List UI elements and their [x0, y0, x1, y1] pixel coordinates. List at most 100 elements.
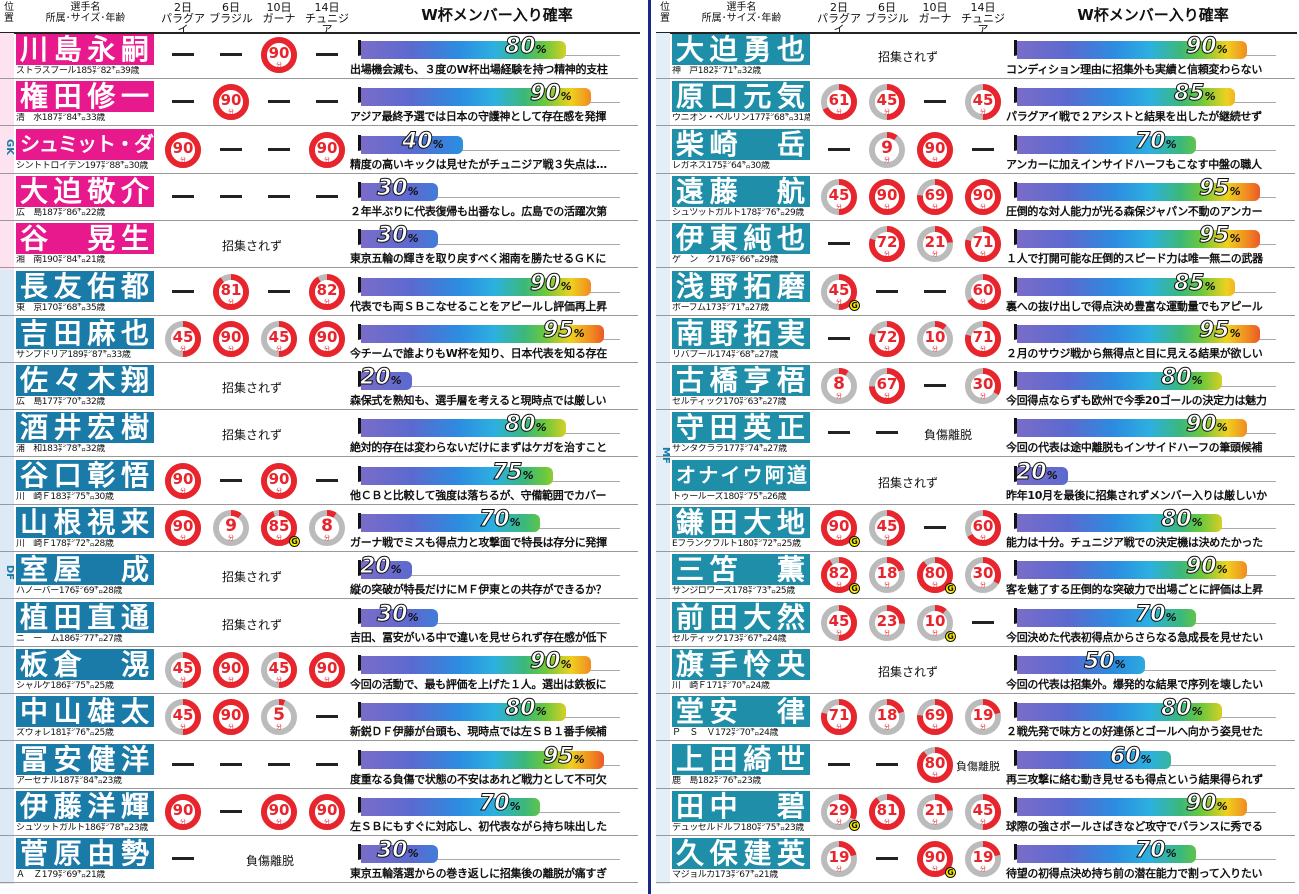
- probability-bar: 90%: [1014, 34, 1276, 59]
- minutes-ring-fill: [869, 793, 905, 830]
- probability-value: 70: [479, 507, 511, 532]
- player-name: 久保建英: [672, 838, 810, 870]
- minutes-played: 90 分: [164, 462, 202, 500]
- minutes-played: 61 分: [820, 83, 858, 121]
- player-comment: 今チームで誰よりもW杯を知り、日本代表を知る存在: [350, 346, 607, 360]
- minutes-value: 90: [221, 659, 242, 677]
- probability-percent: 80%: [505, 696, 547, 724]
- minutes-ring-center: [315, 516, 339, 540]
- minutes-ring: 67分: [869, 368, 905, 405]
- minutes-ring-fill: [309, 793, 345, 830]
- minutes-ring-fill: [821, 604, 857, 641]
- minutes-ring-center: [267, 657, 291, 682]
- minutes-ring-fill: [213, 510, 249, 546]
- minutes-value: 71: [973, 233, 994, 251]
- probability-percent: 95%: [543, 318, 585, 346]
- probability-bar-fill: [361, 655, 591, 674]
- player-comment: 球際の強さボールさばきなど攻守でバランスに秀でる: [1006, 819, 1263, 833]
- minutes-played: 90 分: [164, 131, 202, 169]
- minutes-value: 29: [829, 801, 850, 819]
- no-play-dash: [220, 762, 242, 766]
- minutes-value: 45: [269, 659, 290, 677]
- minutes-value: 80: [925, 754, 946, 772]
- player-row: 植田直通ニ ー ム186㌢77㌔27歳 招集されず 30% 吉田、冨安がいる中で違いを…: [0, 601, 642, 647]
- minutes-played: 60 分: [964, 273, 1002, 311]
- minutes-ring-center: [875, 326, 899, 351]
- minutes-played: 71 分: [964, 320, 1002, 358]
- minutes-ring-center: [267, 705, 291, 730]
- probability-header: W杯メンバー入り確率: [1077, 6, 1229, 24]
- player-club-size-age: ズウォレ181㌢76㌔25歳: [16, 728, 114, 739]
- probability-percent: 70%: [1135, 602, 1177, 630]
- minutes-ring-fill: [261, 793, 297, 830]
- minutes-ring: 90分: [165, 462, 201, 499]
- minutes-ring-center: [827, 610, 851, 635]
- player-club-size-age: シュツットガルト186㌢78㌔23歳: [16, 822, 148, 833]
- player-comment: ガーナ戦でミスも得点力と攻撃面で特長は存分に発揮: [350, 536, 607, 549]
- row-separator: [656, 740, 1295, 742]
- player-row: 上田綺世鹿 島182㌢76㌔23歳 80 分負傷離脱 60% 再三攻撃に絡む動き見せるも…: [656, 743, 1299, 789]
- minutes-unit: 分: [932, 723, 938, 731]
- minutes-ring: 90分: [213, 699, 249, 736]
- minutes-ring-fill: [165, 320, 201, 357]
- minutes-ring-center: [827, 847, 851, 872]
- minutes-ring-center: [267, 468, 291, 493]
- minutes-ring: 45分: [261, 320, 297, 357]
- minutes-unit: 分: [980, 581, 986, 589]
- minutes-ring-fill: [821, 841, 857, 878]
- position-label-df: DF: [4, 564, 15, 581]
- probability-value: 80: [1161, 696, 1193, 722]
- minutes-ring-center: [971, 232, 995, 257]
- player-comment: 東京五輪落選からの巻き返しに招集後の離脱が痛すぎ: [350, 867, 607, 881]
- no-play-dash: [268, 289, 290, 293]
- minutes-ring-fill: [165, 699, 201, 736]
- no-play-dash: [268, 100, 290, 104]
- player-club-size-age: 川 崎Ｆ171㌢70㌔24歳: [672, 680, 770, 691]
- minutes-unit: 分: [836, 865, 842, 873]
- probability-value: 80: [1161, 365, 1193, 391]
- probability-bar-track: [358, 607, 620, 624]
- player-name: 谷 晃生: [16, 223, 154, 255]
- probability-value: 90: [530, 648, 562, 674]
- player-club-size-age: 川 崎Ｆ178㌢72㌔28歳: [16, 539, 114, 549]
- minutes-played: 81 分: [212, 273, 250, 311]
- minutes-played: 72 分: [868, 320, 906, 358]
- minutes-played: 90 分: [212, 651, 250, 689]
- probability-bar: 95%: [1014, 176, 1276, 201]
- minutes-played: 18 分: [868, 556, 906, 594]
- row-separator: [656, 551, 1295, 552]
- minutes-ring: 90分: [261, 37, 297, 73]
- player-name: 鎌田大地: [672, 507, 810, 538]
- player-club-size-age: セルティック170㌢63㌔27歳: [672, 397, 787, 408]
- minutes-ring-fill: [869, 178, 905, 215]
- probability-bar: 20%: [358, 365, 620, 391]
- row-separator: [0, 834, 638, 836]
- goal-badge: G: [945, 867, 956, 879]
- minutes-ring: 85分: [261, 510, 297, 546]
- player-row: 前田大然 セルティック173㌢67㌔24歳 45 分 23 分 10 分 G 70% 今回決めた代表…: [656, 601, 1299, 647]
- minutes-unit: 分: [276, 487, 282, 495]
- player-name: 三笘 薫: [672, 554, 810, 586]
- probability-bar-fill: [361, 608, 438, 627]
- percent-unit: %: [1191, 705, 1203, 719]
- player-row: 旗手怜央川 崎Ｆ171㌢70㌔24歳 招集されず 50% 今回の代表は招集外。爆発的な…: [656, 648, 1299, 694]
- probability-bar-fill: [1017, 324, 1260, 343]
- minutes-ring-center: [875, 705, 899, 730]
- minutes-ring: 90分: [261, 793, 297, 830]
- minutes-value: 81: [221, 281, 242, 299]
- player-row: 谷口彰悟川 崎Ｆ183㌢75㌔30歳 90 分 90 分 75% 他ＣＢと比較して強度は落ち…: [0, 459, 642, 505]
- row-separator: [656, 314, 1295, 316]
- probability-bar: 30%: [358, 176, 620, 201]
- minutes-played: 80 分: [916, 746, 954, 784]
- minutes-ring: 10分: [917, 320, 953, 357]
- minutes-ring: 90分: [213, 651, 249, 688]
- player-club-size-age: 東 京170㌢68㌔35歳: [16, 302, 105, 313]
- probability-bar: 70%: [1014, 838, 1276, 864]
- minutes-ring-center: [827, 184, 851, 209]
- row-separator: [656, 598, 1295, 600]
- probability-bar: 70%: [1014, 129, 1276, 154]
- probability-bar-fill: [361, 41, 566, 59]
- no-play-dash: [220, 53, 242, 56]
- no-play-dash: [316, 53, 338, 56]
- player-name: 堂安 律: [672, 696, 810, 728]
